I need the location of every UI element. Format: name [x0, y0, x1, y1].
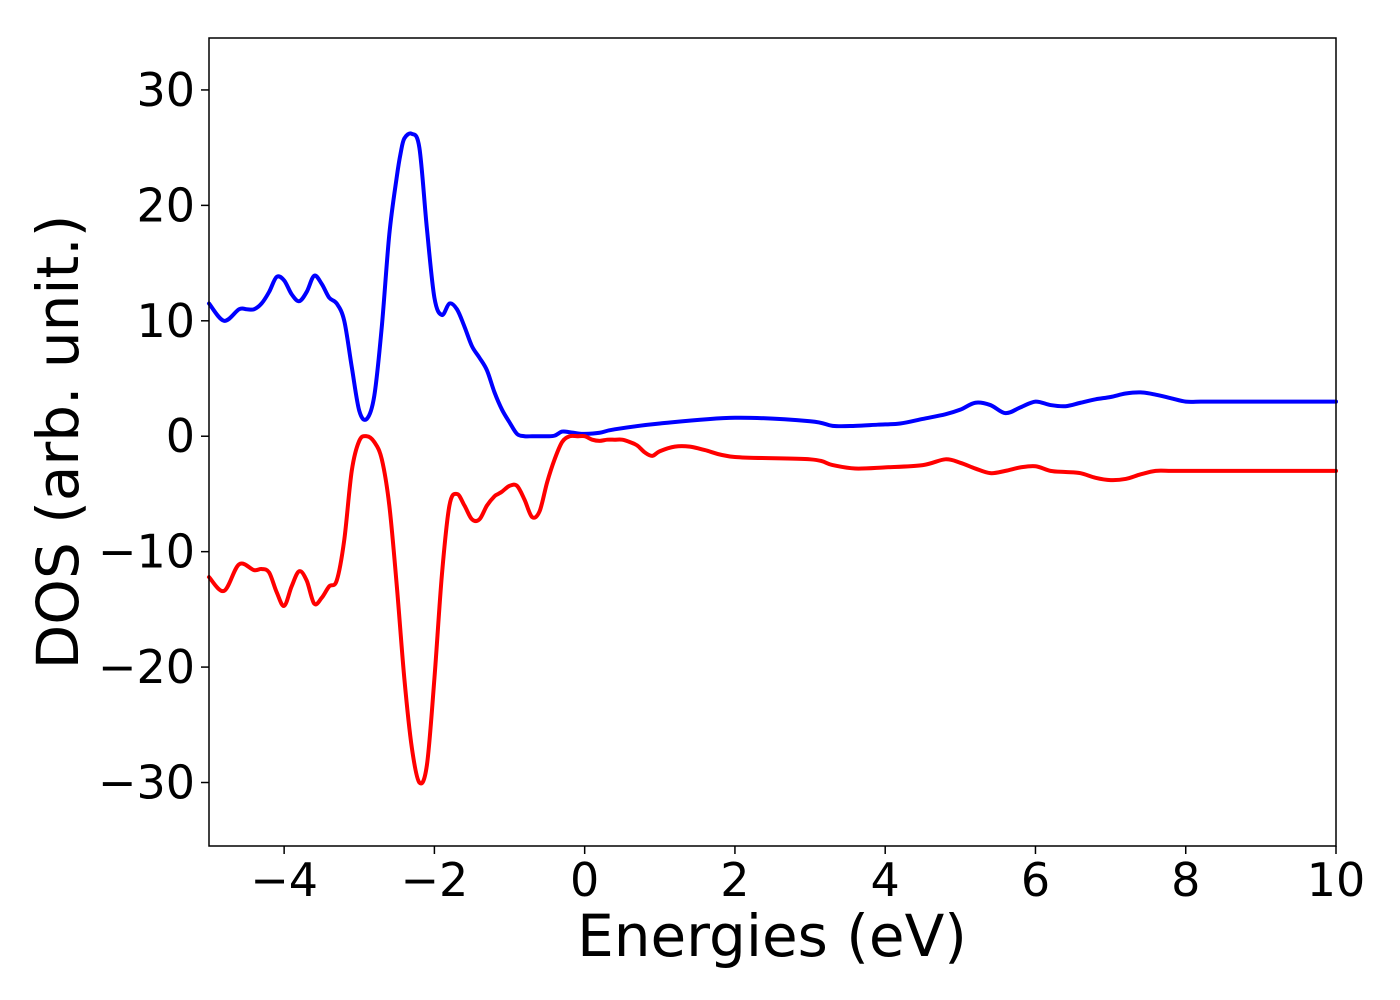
x-tick-label: 0 — [570, 853, 599, 907]
x-tick-label: 6 — [1021, 853, 1050, 907]
series-layer — [207, 131, 1338, 786]
x-tick-label: −4 — [250, 853, 318, 907]
x-axis-label: Energies (eV) — [577, 902, 967, 970]
x-axis: −4 −2 0 2 4 6 8 10 — [250, 846, 1365, 907]
y-tick-label: −20 — [98, 640, 195, 694]
y-tick-label: −10 — [98, 525, 195, 579]
y-tick-label: 20 — [136, 178, 195, 232]
y-axis: −30 −20 −10 0 10 20 30 — [98, 63, 209, 810]
y-tick-label: 10 — [136, 294, 195, 348]
x-tick-label: −2 — [400, 853, 468, 907]
series-line-0 — [207, 131, 1338, 439]
y-axis-label: DOS (arb. unit.) — [24, 215, 92, 670]
plot-frame — [208, 37, 1337, 847]
x-tick-label: 4 — [871, 853, 900, 907]
x-tick-label: 10 — [1307, 853, 1366, 907]
y-tick-label: −30 — [98, 756, 195, 810]
y-tick-label: 0 — [166, 409, 195, 463]
x-tick-label: 2 — [720, 853, 749, 907]
series-line-1 — [207, 433, 1338, 786]
x-tick-label: 8 — [1171, 853, 1200, 907]
y-tick-label: 30 — [136, 63, 195, 117]
